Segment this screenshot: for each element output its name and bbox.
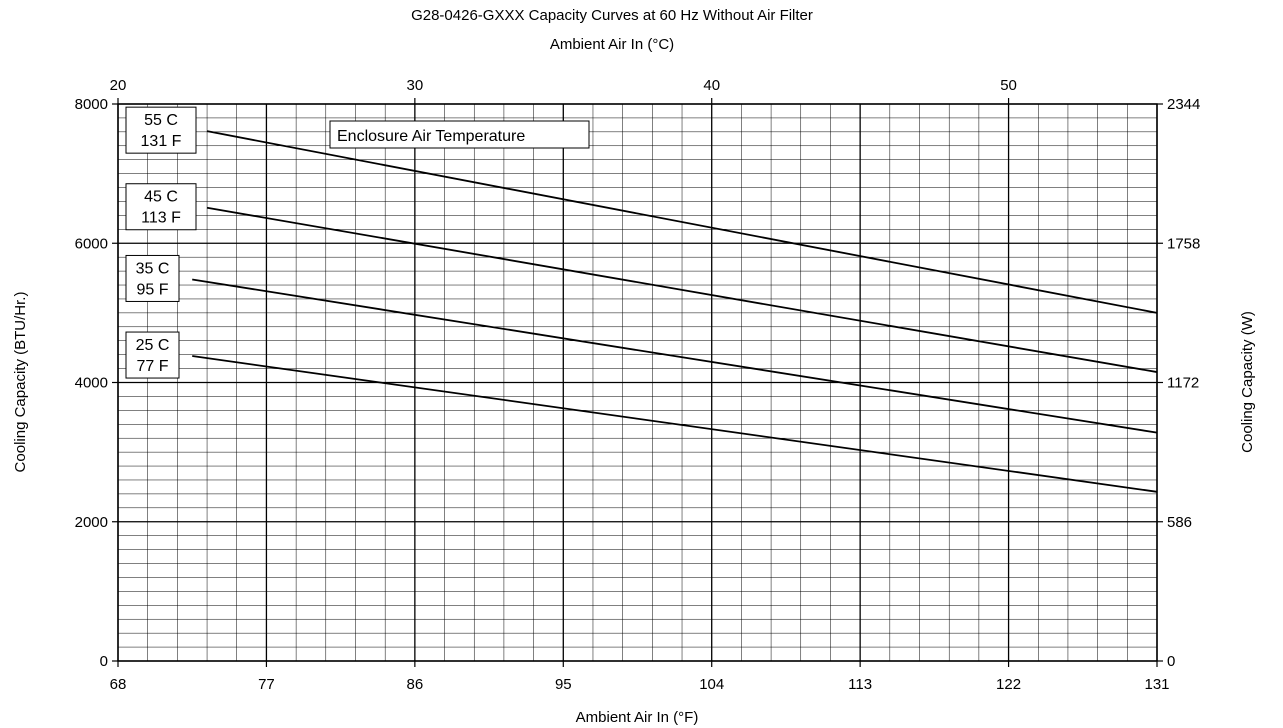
series-label-box xyxy=(125,331,180,379)
y2-tick-label: 2344 xyxy=(1167,96,1200,113)
series-lines xyxy=(192,130,1158,493)
top-tick-label: 30 xyxy=(407,77,424,94)
series-line xyxy=(206,206,1158,373)
series-label: 55 C xyxy=(144,112,178,129)
y-axis-title: Cooling Capacity (BTU/Hr.) xyxy=(12,292,29,473)
top-tick-label: 20 xyxy=(110,77,127,94)
x-tick-label: 131 xyxy=(1144,676,1169,693)
y2-axis-title: Cooling Capacity (W) xyxy=(1239,311,1256,453)
y-tick-label: 2000 xyxy=(75,514,108,531)
y2-tick-label: 586 xyxy=(1167,514,1192,531)
series-line xyxy=(192,355,1158,493)
x-tick-label: 113 xyxy=(848,676,872,693)
x-tick-label: 95 xyxy=(555,676,572,693)
series-label: 45 C xyxy=(144,189,178,206)
top-axis-title: Ambient Air In (°C) xyxy=(550,36,674,53)
series-label: 25 C xyxy=(136,337,170,354)
legend-title: Enclosure Air Temperature xyxy=(337,128,525,145)
series-label: 77 F xyxy=(136,358,168,375)
chart-title: G28-0426-GXXX Capacity Curves at 60 Hz W… xyxy=(411,7,813,24)
x-tick-label: 122 xyxy=(996,676,1021,693)
legend-box: Enclosure Air Temperature xyxy=(329,120,590,149)
series-label: 95 F xyxy=(136,281,168,298)
series-label: 35 C xyxy=(136,260,170,277)
series-label: 131 F xyxy=(141,133,182,150)
series-label-box xyxy=(125,106,197,154)
series-label-box xyxy=(125,254,180,302)
x-tick-label: 68 xyxy=(110,676,127,693)
series-line xyxy=(206,130,1158,314)
x-tick-label: 86 xyxy=(407,676,424,693)
x-tick-label: 104 xyxy=(699,676,724,693)
y-tick-label: 4000 xyxy=(75,375,108,392)
axis-ticks: 68 77 86 95 104 113 122 131 20 30 40 50 0 2000 4000 600… xyxy=(75,77,1201,693)
x-axis-title: Ambient Air In (°F) xyxy=(576,709,699,726)
top-tick-label: 40 xyxy=(703,77,720,94)
x-tick-label: 77 xyxy=(258,676,275,693)
y-tick-label: 8000 xyxy=(75,96,108,113)
series-labels: 55 C 131 F 45 C 113 F 35 C 95 F 25 C 77 F xyxy=(125,106,197,379)
y2-tick-label: 1758 xyxy=(1167,235,1200,252)
top-tick-label: 50 xyxy=(1000,77,1017,94)
grid xyxy=(117,103,1158,662)
series-label-box xyxy=(125,183,197,231)
y-tick-label: 6000 xyxy=(75,235,108,252)
y2-tick-label: 0 xyxy=(1167,653,1175,670)
legend-title-box xyxy=(329,120,590,149)
y2-tick-label: 1172 xyxy=(1167,375,1199,392)
series-line xyxy=(192,278,1158,434)
series-label: 113 F xyxy=(141,210,181,227)
y-tick-label: 0 xyxy=(100,653,108,670)
